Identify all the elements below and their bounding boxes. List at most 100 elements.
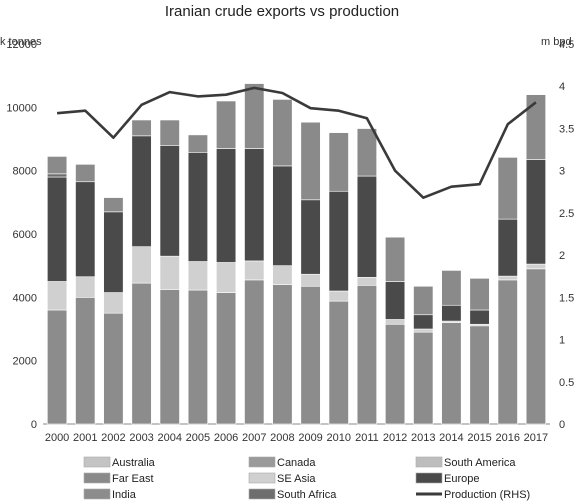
bar-segment-india xyxy=(216,292,237,425)
bar-segment-india xyxy=(75,297,96,425)
bar-segment-europe xyxy=(131,135,152,247)
y-left-tick-label: 12000 xyxy=(6,39,37,51)
legend-entry-label: South Africa xyxy=(277,489,337,501)
bar-segment-se-asia xyxy=(47,281,68,311)
bar-segment-india xyxy=(187,289,208,425)
bar-segment-se-asia xyxy=(356,277,377,286)
bar-segment-se-asia xyxy=(187,261,208,291)
bar-segment-far-east xyxy=(328,132,349,192)
bar-segment-india xyxy=(159,289,180,425)
bar-segment-india xyxy=(300,285,321,425)
legend-swatch xyxy=(248,488,276,500)
bar-segment-india xyxy=(385,323,406,425)
bar-segment-europe xyxy=(469,309,490,325)
chart-title: Iranian crude exports vs production xyxy=(165,3,399,20)
bar-segment-india xyxy=(131,282,152,425)
y-right-unit-label: m bpd xyxy=(541,36,572,48)
bar-segment-se-asia xyxy=(103,292,124,314)
bar-segment-far-east xyxy=(300,121,321,201)
x-tick-label: 2006 xyxy=(214,432,238,444)
y-right-tick-label: 4.5 xyxy=(559,39,574,51)
bar-segment-far-east xyxy=(103,197,124,213)
bar-segment-se-asia xyxy=(244,260,265,281)
bar-segment-far-east xyxy=(525,94,546,160)
bar-segment-europe xyxy=(216,148,237,263)
y-right-tick-label: 3.5 xyxy=(559,123,574,135)
y-left-tick-label: 8000 xyxy=(13,166,37,178)
bar-segment-india xyxy=(413,331,434,425)
bar-segment-far-east xyxy=(441,270,462,306)
x-tick-label: 2016 xyxy=(496,432,520,444)
bar-segment-se-asia xyxy=(131,246,152,284)
bar-segment-far-east xyxy=(413,285,434,316)
bar-segment-se-asia xyxy=(413,328,434,333)
y-left-unit-label: k tonnes xyxy=(0,36,42,48)
bar-segment-europe xyxy=(300,199,321,275)
bar-segment-europe xyxy=(159,145,180,257)
y-right-tick-label: 4 xyxy=(559,81,565,93)
legend-swatch xyxy=(83,456,111,468)
legend-swatch xyxy=(83,472,111,484)
bar-segment-far-east xyxy=(244,83,265,149)
x-tick-labels: 2000 2001 2002 2003 2004 2005 2006 2007 2008 2009… xyxy=(45,432,548,444)
legend: Australia Canada South America Far East SE A… xyxy=(83,456,530,501)
bar-segment-se-asia xyxy=(497,275,518,281)
legend-entry-label: Europe xyxy=(444,473,479,485)
bar-segment-india xyxy=(441,322,462,425)
legend-entry-label: Production (RHS) xyxy=(444,489,530,501)
bar-segment-india xyxy=(103,312,124,425)
legend-swatch xyxy=(83,488,111,500)
bar-segment-europe xyxy=(328,190,349,292)
x-tick-label: 2014 xyxy=(439,432,463,444)
x-tick-label: 2001 xyxy=(73,432,97,444)
bar-segment-europe xyxy=(272,165,293,266)
legend-entry-label: South America xyxy=(444,457,516,469)
bar-segment-far-east xyxy=(356,128,377,177)
y-left-tick-label: 4000 xyxy=(13,292,37,304)
bar-segment-far-east xyxy=(75,164,96,183)
bar-segment-far-east xyxy=(47,156,68,175)
bar-segment-se-asia xyxy=(216,262,237,293)
x-tick-label: 2010 xyxy=(327,432,351,444)
bar-segment-europe xyxy=(47,176,68,282)
x-tick-label: 2012 xyxy=(383,432,407,444)
bar-segment-south-africa xyxy=(47,173,68,178)
legend-swatch xyxy=(248,472,276,484)
bar-segment-far-east xyxy=(497,157,518,220)
y-right-tick-label: 1.5 xyxy=(559,292,574,304)
legend-entry-label: Australia xyxy=(112,457,156,469)
legend-swatch xyxy=(248,456,276,468)
x-tick-label: 2011 xyxy=(355,432,379,444)
legend-entry-label: Canada xyxy=(277,457,316,469)
legend-entry-label: India xyxy=(112,489,137,501)
x-tick-label: 2004 xyxy=(158,432,182,444)
x-tick-label: 2013 xyxy=(411,432,435,444)
bar-segment-india xyxy=(244,279,265,425)
bar-segment-europe xyxy=(385,281,406,320)
bars xyxy=(47,83,546,425)
bar-segment-europe xyxy=(525,159,546,265)
bar-segment-india xyxy=(356,284,377,425)
x-tick-label: 2003 xyxy=(129,432,153,444)
y-left-tick-label: 10000 xyxy=(6,102,37,114)
bar-segment-se-asia xyxy=(328,290,349,302)
bar-segment-europe xyxy=(75,181,96,278)
bar-segment-europe xyxy=(244,148,265,262)
x-tick-label: 2015 xyxy=(467,432,491,444)
x-tick-label: 2007 xyxy=(242,432,266,444)
y-right-tick-label: 1 xyxy=(559,335,565,347)
y-right-tick-label: 2 xyxy=(559,250,565,262)
bar-segment-india xyxy=(328,300,349,425)
x-tick-label: 2005 xyxy=(186,432,210,444)
x-tick-label: 2002 xyxy=(101,432,125,444)
bar-segment-far-east xyxy=(131,119,152,137)
bar-segment-india xyxy=(497,279,518,425)
x-tick-label: 2009 xyxy=(298,432,322,444)
bar-segment-india xyxy=(272,284,293,425)
bar-segment-europe xyxy=(103,211,124,293)
y-right-tick-label: 0.5 xyxy=(559,377,574,389)
bar-segment-se-asia xyxy=(159,255,180,290)
bar-segment-europe xyxy=(497,218,518,277)
y-right-tick-label: 0 xyxy=(559,419,565,431)
x-tick-label: 2000 xyxy=(45,432,69,444)
